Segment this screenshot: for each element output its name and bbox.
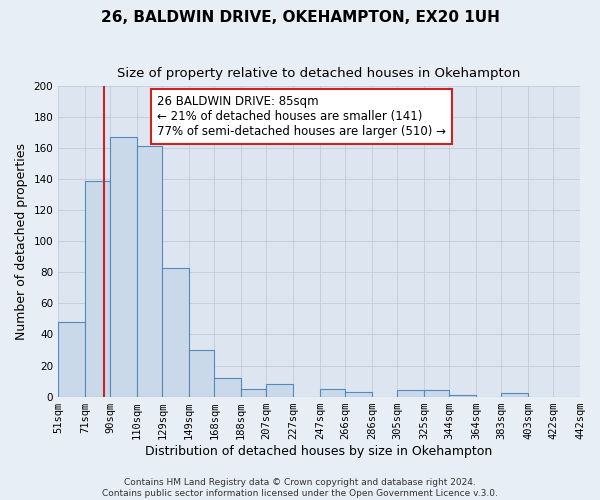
- Title: Size of property relative to detached houses in Okehampton: Size of property relative to detached ho…: [118, 68, 521, 80]
- Bar: [449, 395, 476, 396]
- Y-axis label: Number of detached properties: Number of detached properties: [15, 142, 28, 340]
- Bar: [501, 394, 528, 396]
- Bar: [214, 378, 241, 396]
- Bar: [397, 390, 424, 396]
- Bar: [58, 322, 85, 396]
- Bar: [189, 350, 214, 397]
- Bar: [162, 268, 189, 396]
- Bar: [320, 389, 345, 396]
- X-axis label: Distribution of detached houses by size in Okehampton: Distribution of detached houses by size …: [145, 444, 493, 458]
- Bar: [266, 384, 293, 396]
- Text: 26, BALDWIN DRIVE, OKEHAMPTON, EX20 1UH: 26, BALDWIN DRIVE, OKEHAMPTON, EX20 1UH: [101, 10, 499, 25]
- Text: 26 BALDWIN DRIVE: 85sqm
← 21% of detached houses are smaller (141)
77% of semi-d: 26 BALDWIN DRIVE: 85sqm ← 21% of detache…: [157, 95, 446, 138]
- Text: Contains HM Land Registry data © Crown copyright and database right 2024.
Contai: Contains HM Land Registry data © Crown c…: [102, 478, 498, 498]
- Bar: [110, 137, 137, 396]
- Bar: [345, 392, 372, 396]
- Bar: [241, 389, 266, 396]
- Bar: [424, 390, 449, 396]
- Bar: [137, 146, 162, 396]
- Bar: [85, 180, 110, 396]
